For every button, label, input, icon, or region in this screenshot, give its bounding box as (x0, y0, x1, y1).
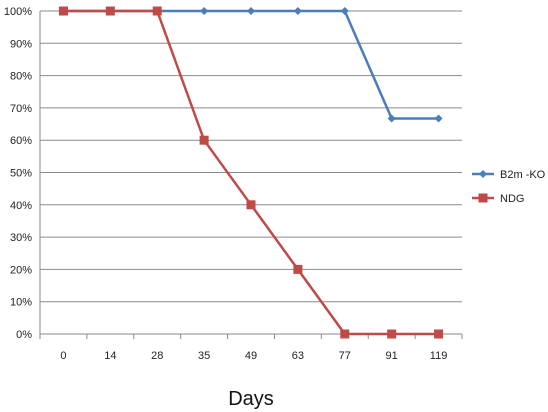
x-tick-label: 35 (198, 350, 210, 362)
y-tick-label: 40% (10, 200, 32, 212)
x-axis-tick-labels: 0 14 28 35 49 63 77 91 119 (60, 350, 447, 362)
data-point-ndg (340, 329, 350, 339)
legend-entry-ndg: NDG (472, 193, 524, 205)
data-point-b2m-ko (247, 7, 255, 15)
x-tick-label: 119 (430, 350, 448, 362)
series-b2m-ko (59, 7, 443, 123)
y-tick-label: 100% (4, 6, 32, 18)
data-point-b2m-ko (293, 7, 302, 15)
y-tick-label: 10% (10, 297, 32, 309)
data-point-ndg (199, 135, 209, 145)
series-line-b2m-ko (63, 9, 439, 120)
x-tick-label: 49 (245, 350, 257, 362)
data-point-b2m-ko (434, 114, 443, 123)
y-tick-label: 70% (10, 103, 32, 115)
y-tick-label: 90% (10, 38, 32, 50)
legend-entry-b2m-ko: B2m -KO (472, 169, 546, 181)
y-tick-label: 80% (10, 71, 32, 83)
data-point-ndg (105, 6, 115, 16)
x-axis-label: Days (228, 388, 274, 410)
x-tick-label: 14 (104, 350, 116, 362)
series-group (58, 6, 444, 339)
data-point-b2m-ko (387, 114, 396, 123)
series-ndg (58, 6, 444, 339)
x-tick-label: 28 (151, 350, 163, 362)
y-axis-tick-labels: 0% 10% 20% 30% 40% 50% 60% 70% 80% 90% 100% (4, 6, 32, 341)
data-point-ndg (387, 329, 397, 339)
data-point-ndg (246, 200, 256, 210)
data-point-b2m-ko (340, 7, 349, 15)
gridlines (40, 10, 462, 303)
x-tick-label: 77 (339, 350, 351, 362)
legend-marker (478, 193, 488, 203)
data-point-ndg (293, 264, 303, 274)
data-point-ndg (152, 6, 162, 16)
data-point-ndg (58, 6, 68, 16)
y-tick-label: 60% (10, 135, 32, 147)
legend-label: NDG (500, 193, 524, 205)
y-tick-label: 50% (10, 168, 32, 180)
x-tick-label: 91 (386, 350, 398, 362)
axes (39, 11, 463, 339)
legend: B2m -KO NDG (472, 169, 546, 205)
x-tick-label: 63 (292, 350, 304, 362)
x-tick-label: 0 (60, 350, 66, 362)
y-tick-label: 30% (10, 232, 32, 244)
legend-marker (479, 170, 487, 178)
data-point-ndg (434, 329, 444, 339)
legend-label: B2m -KO (500, 169, 546, 181)
y-tick-label: 0% (16, 329, 32, 341)
data-point-b2m-ko (200, 7, 209, 15)
y-tick-label: 20% (10, 264, 32, 276)
